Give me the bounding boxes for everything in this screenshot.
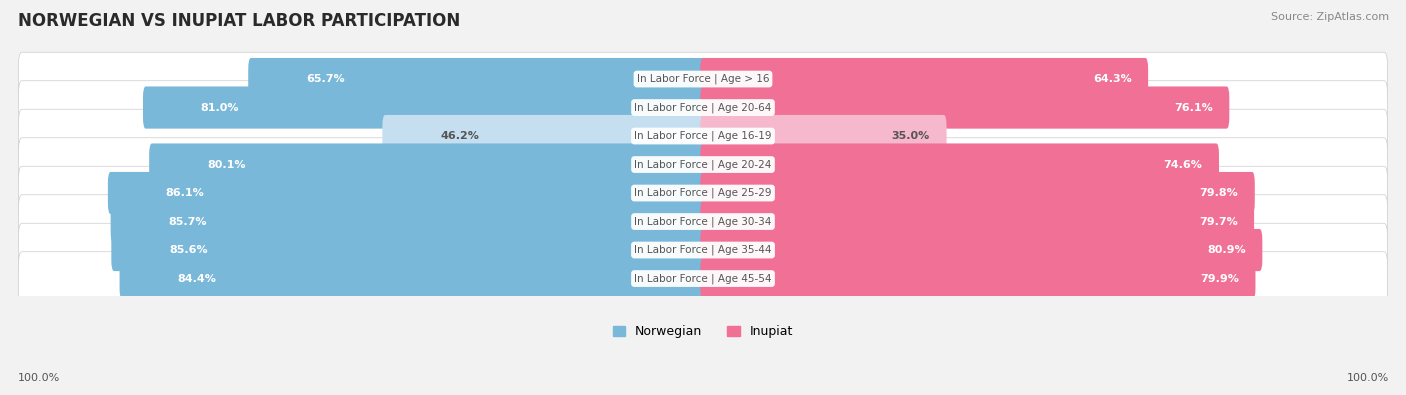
Text: 79.7%: 79.7% bbox=[1199, 216, 1237, 227]
Text: In Labor Force | Age 20-24: In Labor Force | Age 20-24 bbox=[634, 159, 772, 170]
FancyBboxPatch shape bbox=[111, 200, 706, 243]
FancyBboxPatch shape bbox=[700, 115, 946, 157]
FancyBboxPatch shape bbox=[143, 87, 706, 129]
FancyBboxPatch shape bbox=[18, 195, 1388, 248]
Text: In Labor Force | Age 35-44: In Labor Force | Age 35-44 bbox=[634, 245, 772, 255]
Text: 100.0%: 100.0% bbox=[18, 373, 60, 383]
FancyBboxPatch shape bbox=[700, 87, 1229, 129]
FancyBboxPatch shape bbox=[18, 81, 1388, 134]
FancyBboxPatch shape bbox=[108, 172, 706, 214]
FancyBboxPatch shape bbox=[18, 166, 1388, 220]
FancyBboxPatch shape bbox=[149, 143, 706, 186]
Text: 85.7%: 85.7% bbox=[169, 216, 207, 227]
FancyBboxPatch shape bbox=[120, 258, 706, 300]
Text: In Labor Force | Age 30-34: In Labor Force | Age 30-34 bbox=[634, 216, 772, 227]
Text: In Labor Force | Age 20-64: In Labor Force | Age 20-64 bbox=[634, 102, 772, 113]
FancyBboxPatch shape bbox=[18, 252, 1388, 305]
Text: Source: ZipAtlas.com: Source: ZipAtlas.com bbox=[1271, 12, 1389, 22]
Text: 85.6%: 85.6% bbox=[169, 245, 208, 255]
Text: 79.9%: 79.9% bbox=[1201, 274, 1239, 284]
FancyBboxPatch shape bbox=[111, 229, 706, 271]
Text: In Labor Force | Age 25-29: In Labor Force | Age 25-29 bbox=[634, 188, 772, 198]
Text: 86.1%: 86.1% bbox=[166, 188, 204, 198]
Text: 80.9%: 80.9% bbox=[1208, 245, 1246, 255]
FancyBboxPatch shape bbox=[700, 172, 1254, 214]
FancyBboxPatch shape bbox=[382, 115, 706, 157]
FancyBboxPatch shape bbox=[18, 138, 1388, 191]
FancyBboxPatch shape bbox=[18, 223, 1388, 277]
Text: 74.6%: 74.6% bbox=[1164, 160, 1202, 169]
Text: 80.1%: 80.1% bbox=[207, 160, 246, 169]
Text: 76.1%: 76.1% bbox=[1174, 103, 1213, 113]
FancyBboxPatch shape bbox=[18, 109, 1388, 163]
Text: NORWEGIAN VS INUPIAT LABOR PARTICIPATION: NORWEGIAN VS INUPIAT LABOR PARTICIPATION bbox=[18, 12, 461, 30]
Text: 46.2%: 46.2% bbox=[440, 131, 479, 141]
FancyBboxPatch shape bbox=[700, 200, 1254, 243]
FancyBboxPatch shape bbox=[18, 52, 1388, 106]
Legend: Norwegian, Inupiat: Norwegian, Inupiat bbox=[607, 320, 799, 343]
FancyBboxPatch shape bbox=[700, 258, 1256, 300]
Text: 65.7%: 65.7% bbox=[307, 74, 344, 84]
Text: 35.0%: 35.0% bbox=[891, 131, 929, 141]
Text: 84.4%: 84.4% bbox=[177, 274, 217, 284]
Text: 81.0%: 81.0% bbox=[201, 103, 239, 113]
FancyBboxPatch shape bbox=[700, 143, 1219, 186]
Text: In Labor Force | Age > 16: In Labor Force | Age > 16 bbox=[637, 74, 769, 84]
Text: 100.0%: 100.0% bbox=[1347, 373, 1389, 383]
Text: In Labor Force | Age 16-19: In Labor Force | Age 16-19 bbox=[634, 131, 772, 141]
Text: 79.8%: 79.8% bbox=[1199, 188, 1239, 198]
FancyBboxPatch shape bbox=[700, 229, 1263, 271]
Text: 64.3%: 64.3% bbox=[1092, 74, 1132, 84]
Text: In Labor Force | Age 45-54: In Labor Force | Age 45-54 bbox=[634, 273, 772, 284]
FancyBboxPatch shape bbox=[249, 58, 706, 100]
FancyBboxPatch shape bbox=[700, 58, 1149, 100]
